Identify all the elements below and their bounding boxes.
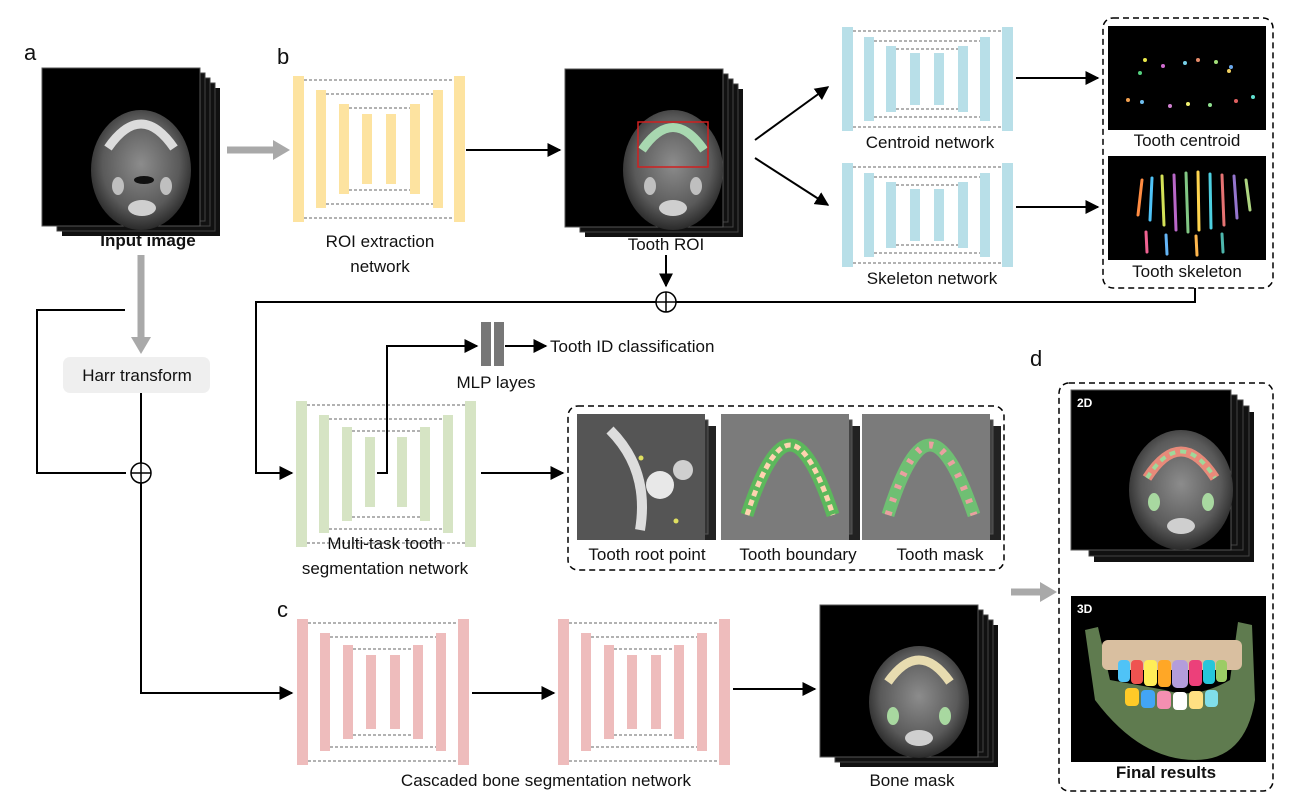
skeleton-network bbox=[842, 163, 1013, 267]
tag-3d: 3D bbox=[1077, 602, 1093, 616]
centroid-network bbox=[842, 27, 1013, 131]
multitask-segmentation-network bbox=[296, 401, 476, 547]
tooth-root-point-label: Tooth root point bbox=[588, 545, 705, 564]
input-bypass-line bbox=[36, 309, 126, 474]
bone-mask-stack bbox=[819, 604, 998, 767]
mlp-layers-label: MLP layes bbox=[456, 373, 535, 392]
cascaded-bone-network-label: Cascaded bone segmentation network bbox=[401, 771, 692, 790]
input-image-stack bbox=[41, 67, 220, 236]
tooth-mask-image bbox=[862, 414, 1001, 540]
panel-letter-b: b bbox=[277, 44, 289, 69]
panel-letter-c: c bbox=[277, 597, 288, 622]
roi-extraction-network bbox=[293, 76, 465, 222]
bone-network-stage-1 bbox=[297, 619, 469, 765]
bone-network-stage-2 bbox=[558, 619, 730, 765]
final-2d-stack bbox=[1070, 389, 1254, 562]
panel-letter-a: a bbox=[24, 40, 37, 65]
centroid-network-label: Centroid network bbox=[866, 133, 995, 152]
tooth-root-point-image bbox=[577, 414, 716, 540]
bottleneck-to-mlp-arrow bbox=[377, 339, 479, 474]
tooth-mask-label: Tooth mask bbox=[897, 545, 984, 564]
panel-letter-d: d bbox=[1030, 346, 1042, 371]
final-results-label: Final results bbox=[1116, 763, 1216, 782]
bone-mask-label: Bone mask bbox=[869, 771, 955, 790]
centroid-skeleton-output-box bbox=[1102, 17, 1274, 289]
mlp-layers-block bbox=[481, 322, 504, 366]
toothroi-to-centroid-arrow bbox=[754, 86, 830, 141]
tooth-centroid-image bbox=[1108, 26, 1266, 130]
final-3d-render bbox=[1071, 596, 1266, 762]
skeleton-network-label: Skeleton network bbox=[867, 269, 998, 288]
merge-to-bone-arrow bbox=[140, 483, 294, 700]
tooth-roi-label: Tooth ROI bbox=[628, 235, 705, 254]
harr-transform-label: Harr transform bbox=[82, 366, 192, 385]
tooth-roi-stack bbox=[564, 68, 743, 237]
merge-to-multitask-arrow bbox=[255, 301, 656, 480]
tooth-skeleton-label: Tooth skeleton bbox=[1132, 262, 1242, 281]
skeleton-to-merge-line bbox=[676, 288, 1196, 303]
roi-network-label-1: ROI extraction bbox=[326, 232, 435, 251]
toothroi-to-skeleton-arrow bbox=[754, 157, 830, 206]
final-results-box bbox=[1058, 382, 1274, 792]
roi-network-label-2: network bbox=[350, 257, 410, 276]
input-image-label: Input image bbox=[100, 231, 195, 250]
multitask-network-label-1: Multi-task tooth bbox=[327, 534, 442, 553]
tooth-id-classification-label: Tooth ID classification bbox=[550, 337, 714, 356]
tooth-boundary-image bbox=[721, 414, 860, 540]
tooth-boundary-label: Tooth boundary bbox=[739, 545, 857, 564]
tooth-skeleton-image bbox=[1108, 156, 1266, 260]
tag-2d: 2D bbox=[1077, 396, 1093, 410]
harr-transform-box bbox=[63, 357, 210, 393]
multitask-output-box bbox=[567, 405, 1005, 571]
multitask-network-label-2: segmentation network bbox=[302, 559, 469, 578]
tooth-centroid-label: Tooth centroid bbox=[1134, 131, 1241, 150]
